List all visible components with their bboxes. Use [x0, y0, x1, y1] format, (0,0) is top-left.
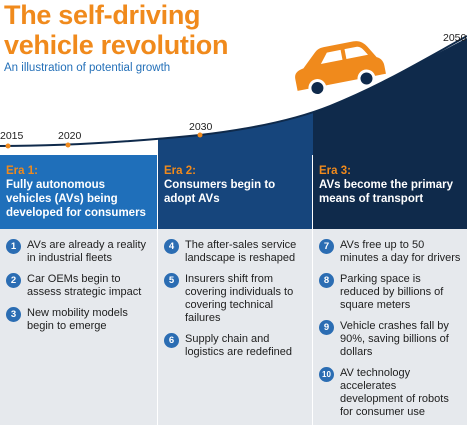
- column-divider: [157, 155, 158, 425]
- timeline-curve: [0, 35, 467, 147]
- number-badge: 8: [319, 273, 334, 288]
- item-text: Parking space is reduced by billions of …: [340, 273, 444, 311]
- era-2-description: Consumers begin to adopt AVs: [164, 179, 276, 205]
- item-text: Supply chain and logistics are redefined: [185, 333, 293, 358]
- list-item: 8 Parking space is reduced by billions o…: [319, 273, 461, 312]
- year-label-2030: 2030: [189, 121, 213, 133]
- list-item: 6 Supply chain and logistics are redefin…: [164, 333, 307, 359]
- item-text: Car OEMs begin to assess strategic impac…: [27, 273, 142, 298]
- item-text: AV technology accelerates development of…: [340, 367, 449, 418]
- list-item: 7 AVs free up to 50 minutes a day for dr…: [319, 239, 461, 265]
- item-text: Vehicle crashes fall by 90%, saving bill…: [340, 320, 449, 358]
- list-item: 2 Car OEMs begin to assess strategic imp…: [6, 273, 152, 299]
- number-badge: 5: [164, 273, 179, 288]
- list-item: 9 Vehicle crashes fall by 90%, saving bi…: [319, 320, 461, 359]
- era-1-header: Era 1: Fully autonomous vehicles (AVs) b…: [0, 155, 158, 229]
- subtitle: An illustration of potential growth: [4, 62, 171, 74]
- era-3-band: [313, 38, 467, 155]
- era-3-description: AVs become the primary means of transpor…: [319, 179, 454, 205]
- era-2-list: 4 The after-sales service landscape is r…: [158, 229, 313, 425]
- number-badge: 10: [319, 367, 334, 382]
- era-1-description: Fully autonomous vehicles (AVs) being de…: [6, 179, 146, 219]
- list-item: 4 The after-sales service landscape is r…: [164, 239, 307, 265]
- number-badge: 3: [6, 307, 21, 322]
- era-3-list: 7 AVs free up to 50 minutes a day for dr…: [313, 229, 467, 425]
- item-text: New mobility models begin to emerge: [27, 307, 128, 332]
- year-label-2015: 2015: [0, 130, 24, 142]
- list-item: 3 New mobility models begin to emerge: [6, 307, 152, 333]
- number-badge: 2: [6, 273, 21, 288]
- year-marker-2020: [65, 142, 71, 148]
- column-divider: [312, 155, 313, 425]
- list-item: 1 AVs are already a reality in industria…: [6, 239, 152, 265]
- era-1-label: Era 1:: [6, 165, 38, 177]
- era-2-band: [158, 112, 313, 155]
- number-badge: 4: [164, 239, 179, 254]
- era-3-header: Era 3: AVs become the primary means of t…: [313, 155, 467, 229]
- year-label-2020: 2020: [58, 130, 82, 142]
- year-label-2050: 2050: [443, 32, 467, 44]
- list-item: 10 AV technology accelerates development…: [319, 367, 461, 419]
- year-marker-2030: [197, 132, 203, 138]
- era-3-label: Era 3:: [319, 165, 351, 177]
- title-line-2: vehicle revolution: [4, 30, 229, 60]
- number-badge: 9: [319, 320, 334, 335]
- item-text: Insurers shift from covering individuals…: [185, 273, 294, 324]
- title-line-1: The self-driving: [4, 0, 201, 30]
- number-badge: 6: [164, 333, 179, 348]
- era-2-header: Era 2: Consumers begin to adopt AVs: [158, 155, 313, 229]
- number-badge: 1: [6, 239, 21, 254]
- year-marker-2015: [5, 143, 11, 149]
- page-title: The self-driving vehicle revolution: [4, 0, 228, 60]
- era-1-list: 1 AVs are already a reality in industria…: [0, 229, 158, 425]
- number-badge: 7: [319, 239, 334, 254]
- item-text: AVs are already a reality in industrial …: [27, 239, 147, 264]
- item-text: The after-sales service landscape is res…: [185, 239, 297, 264]
- era-2-label: Era 2:: [164, 165, 196, 177]
- car-icon: [295, 41, 386, 98]
- item-text: AVs free up to 50 minutes a day for driv…: [340, 239, 461, 264]
- list-item: 5 Insurers shift from covering individua…: [164, 273, 307, 325]
